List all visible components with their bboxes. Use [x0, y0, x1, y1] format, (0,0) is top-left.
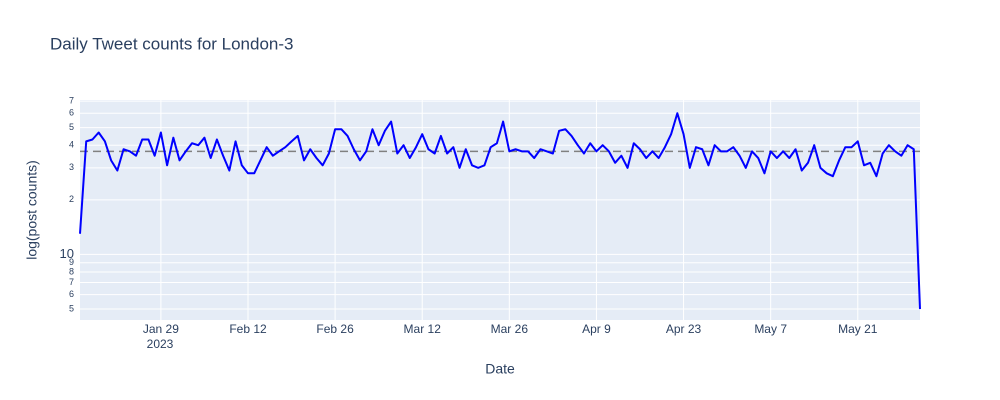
- y-tick-label: 3: [69, 162, 74, 172]
- y-tick-label: 8: [69, 266, 74, 276]
- y-tick-label: 2: [69, 194, 74, 204]
- x-tick-label: Apr 9: [582, 322, 611, 336]
- chart-title: Daily Tweet counts for London-3: [50, 34, 294, 53]
- line-series: [79, 112, 921, 310]
- y-tick-label: 5: [69, 303, 74, 313]
- x-tick-label: Jan 29: [143, 322, 179, 336]
- x-tick-label: May 7: [754, 322, 787, 336]
- y-tick-label: 4: [69, 140, 74, 150]
- y-tick-label: 7: [69, 95, 74, 105]
- y-tick-label: 6: [69, 108, 74, 118]
- x-tick-label: Mar 26: [491, 322, 529, 336]
- y-tick-label: 5: [69, 122, 74, 132]
- x-tick-label: May 21: [838, 322, 878, 336]
- y-tick-label: 7: [69, 277, 74, 287]
- x-year-label: 2023: [147, 337, 174, 351]
- y-tick-label: 9: [69, 257, 74, 267]
- y-axis-title: log(post counts): [24, 160, 40, 260]
- x-tick-label: Apr 23: [666, 322, 702, 336]
- x-axis-title: Date: [485, 361, 515, 377]
- y-tick-label: 10: [60, 246, 74, 261]
- x-tick-label: Mar 12: [404, 322, 442, 336]
- y-tick-label: 6: [69, 289, 74, 299]
- x-tick-label: Feb 26: [316, 322, 354, 336]
- plot-area: [80, 100, 920, 320]
- x-tick-label: Feb 12: [229, 322, 267, 336]
